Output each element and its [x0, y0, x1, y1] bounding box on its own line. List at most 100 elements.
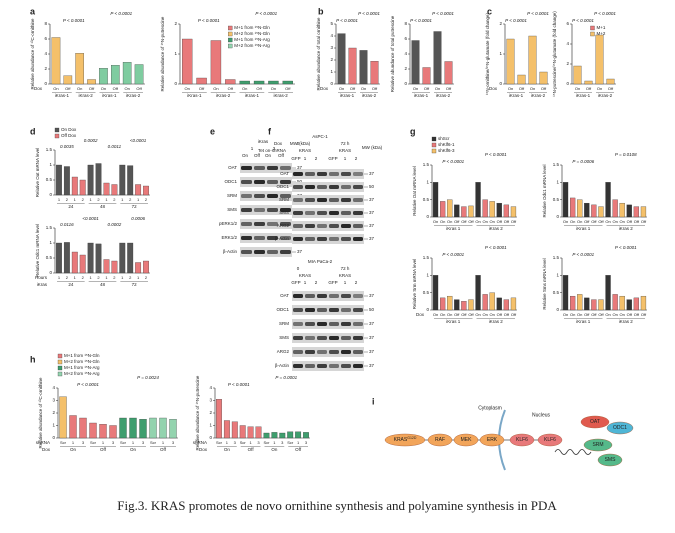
- y-tick-label: 2: [44, 66, 47, 71]
- row-label: shRNA: [36, 440, 50, 445]
- x-tick-label: 3: [257, 440, 260, 445]
- group-label: iKras-1: [414, 93, 429, 98]
- blot-band: [317, 336, 327, 340]
- y-axis-label: Relative abundance of total ornithine: [316, 17, 321, 91]
- x-tick-label: Off: [65, 86, 71, 91]
- bar: [626, 204, 632, 218]
- x-tick-label: Off: [608, 86, 614, 91]
- y-tick-label: 2: [52, 410, 55, 415]
- blot-row-label: pERK1/2: [219, 221, 238, 226]
- bar: [282, 80, 293, 85]
- y-axis-label: Relative Oat mRNA level: [412, 166, 417, 216]
- bar: [584, 297, 590, 311]
- blot-header: 0: [297, 266, 300, 271]
- blot-band: [241, 222, 252, 226]
- x-tick-label: On: [570, 219, 575, 224]
- x-tick-label: Off: [504, 219, 510, 224]
- blot-row-label: OAT: [280, 293, 289, 298]
- node: [597, 453, 623, 467]
- group-label: 24: [68, 282, 74, 287]
- bar: [271, 432, 278, 439]
- group-label: Off: [295, 447, 302, 452]
- y-tick-label: 2: [499, 21, 502, 26]
- x-tick-label: On: [447, 312, 452, 317]
- blot-header: Dox: [274, 141, 283, 146]
- blot-band: [329, 350, 339, 354]
- group-label: iKras-1: [102, 93, 117, 98]
- bar: [569, 295, 576, 311]
- blot-band: [254, 236, 265, 240]
- legend-swatch: [431, 136, 437, 142]
- blot-band: [305, 336, 315, 340]
- y-tick-label: 2: [330, 57, 333, 62]
- blot-header: KRAS: [299, 148, 311, 153]
- group-label: iKras-2: [531, 93, 546, 98]
- blot-band: [254, 180, 265, 184]
- blot-row-label: SRM: [279, 197, 289, 202]
- p-value: 0.0116: [60, 222, 74, 227]
- bar: [510, 206, 517, 218]
- x-tick-label: 3: [82, 440, 85, 445]
- row-label: Dox: [34, 86, 43, 91]
- node: [580, 415, 610, 429]
- bar: [496, 297, 502, 311]
- legend-swatch: [54, 127, 60, 133]
- blot-strip: [292, 221, 364, 231]
- node-label: MEK: [461, 437, 473, 443]
- bar: [569, 197, 576, 218]
- row-label: shRNA: [193, 440, 207, 445]
- y-tick-label: 2: [174, 21, 177, 26]
- x-tick-label: 1: [250, 440, 253, 445]
- bar: [79, 417, 87, 439]
- blot-band: [280, 208, 291, 212]
- blot-row-label: β-Actin: [275, 236, 290, 241]
- legend-swatch: [228, 37, 233, 43]
- bar: [268, 80, 279, 85]
- y-tick-label: 4: [52, 385, 55, 390]
- blot-row-label: SMS: [279, 210, 289, 215]
- bar: [591, 204, 597, 218]
- x-tick-label: 1: [74, 197, 77, 202]
- blot-band: [293, 211, 303, 215]
- x-tick-label: Off: [598, 219, 604, 224]
- legend-swatch: [228, 25, 233, 31]
- x-tick-label: On: [482, 312, 487, 317]
- legend-swatch: [57, 365, 63, 371]
- blot-band: [341, 350, 351, 354]
- bar: [71, 251, 78, 274]
- bar: [359, 50, 368, 85]
- legend-label: shScr: [438, 136, 450, 141]
- blot-row-label: ODC1: [276, 307, 289, 312]
- blot-band: [329, 322, 339, 326]
- x-tick-label: 1: [226, 440, 229, 445]
- node-label-text: RAF: [435, 437, 445, 443]
- group-label: iKras-1: [340, 93, 355, 98]
- legend-label: M+2: [596, 31, 605, 36]
- node-label: KLF6: [516, 437, 528, 443]
- y-tick-label: 1: [499, 51, 502, 56]
- blot-row-label: OAT: [228, 165, 237, 170]
- region-label: Cytoplasm: [478, 405, 502, 411]
- blot-band: [305, 172, 315, 176]
- y-tick-label: 5: [330, 21, 333, 26]
- panel-letter: b: [318, 6, 324, 16]
- x-tick-label: On: [508, 86, 513, 91]
- legend-swatch: [57, 353, 63, 359]
- bar: [447, 199, 453, 218]
- blot-strip: [292, 347, 364, 357]
- bar: [454, 204, 460, 218]
- group-label: 72: [132, 282, 138, 287]
- blot-band: [353, 364, 363, 368]
- group-label: On: [271, 447, 278, 452]
- x-tick-label: On: [339, 86, 344, 91]
- x-tick-label: 3: [172, 440, 175, 445]
- group-label: iKras 1: [446, 319, 461, 324]
- bar: [539, 71, 548, 85]
- bar: [433, 31, 442, 85]
- bar: [95, 163, 102, 196]
- blot-band: [267, 166, 278, 170]
- x-tick-label: Off: [461, 219, 467, 224]
- blot-band: [267, 194, 278, 198]
- blot-header: 1: [344, 156, 347, 161]
- blot-strip: [240, 247, 292, 257]
